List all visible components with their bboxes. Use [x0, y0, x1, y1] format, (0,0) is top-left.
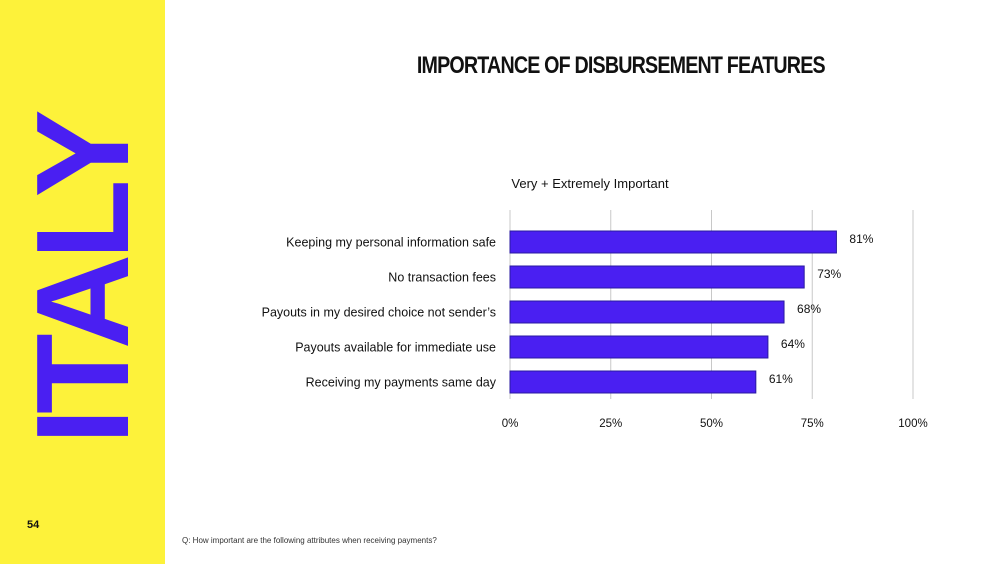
sidebar-panel: ITALY 54 [0, 0, 165, 564]
tick-label-25: 25% [599, 418, 622, 430]
tick-label-100: 100% [898, 418, 927, 430]
tick-label-75: 75% [801, 418, 824, 430]
value-label-4: 61% [769, 372, 793, 386]
tick-label-50: 50% [700, 418, 723, 430]
category-label-4: Receiving my payments same day [306, 376, 497, 390]
category-label-0: Keeping my personal information safe [286, 236, 496, 250]
category-label-2: Payouts in my desired choice not sender’… [262, 306, 496, 320]
page-number: 54 [27, 519, 40, 531]
value-label-2: 68% [797, 302, 821, 316]
category-label-1: No transaction fees [388, 271, 496, 285]
bar-4 [509, 370, 757, 394]
bar-2 [509, 300, 785, 324]
bar-0 [509, 230, 837, 254]
bar-1 [509, 265, 805, 289]
bar-3 [509, 335, 769, 359]
tick-label-0: 0% [502, 418, 519, 430]
value-label-0: 81% [849, 232, 873, 246]
value-label-3: 64% [781, 337, 805, 351]
chart-subtitle: Very + Extremely Important [511, 176, 669, 191]
value-label-1: 73% [817, 267, 841, 281]
footnote: Q: How important are the following attri… [182, 536, 437, 545]
category-label-3: Payouts available for immediate use [295, 341, 496, 355]
